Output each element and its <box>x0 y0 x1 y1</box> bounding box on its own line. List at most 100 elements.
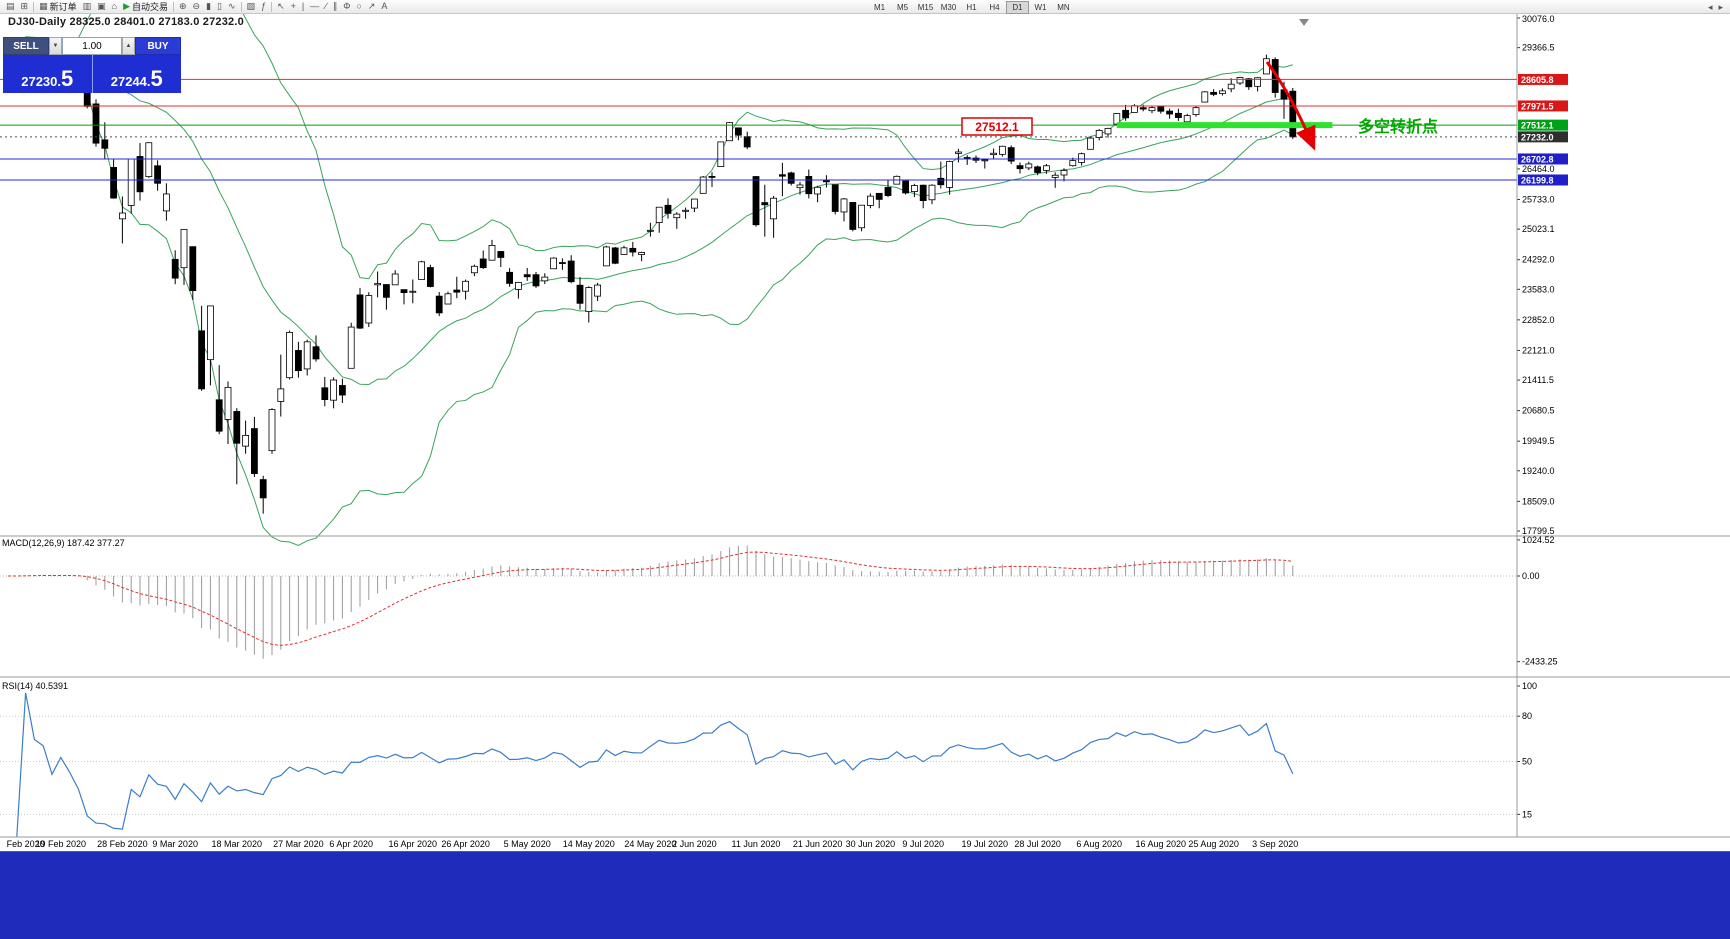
data-window-icon: ▣ <box>97 1 106 11</box>
horizontal-level-lines[interactable]: 28605.827971.527512.127232.026702.826199… <box>0 73 1568 186</box>
data-window-button[interactable]: ▣ <box>94 0 109 13</box>
timeframe-button-m15[interactable]: M15 <box>917 2 934 12</box>
date-axis-label: 26 Apr 2020 <box>441 839 490 849</box>
price-chart[interactable]: 1024.52 0.00 -2433.25 MACD(12,26,9) 187.42 … <box>0 14 1730 851</box>
bollinger-bands <box>7 14 1294 547</box>
toolbar-separator <box>173 1 174 12</box>
sell-price-big-digit: 5 <box>61 66 74 92</box>
timeframe-button-h1[interactable]: H1 <box>966 2 977 12</box>
line-chart-button[interactable]: ∿ <box>225 0 239 13</box>
timeframe-button-d1[interactable]: D1 <box>1006 0 1029 14</box>
sell-button[interactable]: SELL <box>3 37 49 55</box>
price-axis-tick: 30076.0 <box>1522 14 1555 24</box>
toolbar: ▤ ⊞ ▦ 新订单 ▥ ▣ ⌂ ▶ 自动交易 ⊕ ⊖ ▮ ▯ ∿ ▧ ƒ ↖ + | ― ∕ ∥ Φ ○ ↗ A M1 M5 M15 M… <box>0 0 1730 14</box>
shapes-button[interactable]: ○ <box>353 0 364 13</box>
volume-decrease-button[interactable]: ▼ <box>49 37 62 55</box>
toolbar-left-group: ▤ ⊞ ▦ 新订单 ▥ ▣ ⌂ ▶ 自动交易 ⊕ ⊖ ▮ ▯ ∿ ▧ ƒ ↖ + | ― ∕ ∥ Φ ○ ↗ A <box>3 0 390 14</box>
date-axis-label: 3 Sep 2020 <box>1252 839 1298 849</box>
date-axis-label: Feb 2020 <box>7 839 45 849</box>
buy-price-quote[interactable]: 27244. 5 <box>92 55 181 93</box>
candlestick-chart-button[interactable]: ▯ <box>214 0 225 13</box>
status-bar <box>0 851 1730 939</box>
auto-trading-button[interactable]: ▶ 自动交易 <box>120 0 171 13</box>
timeframe-button-h4[interactable]: H4 <box>989 2 1000 12</box>
date-axis-label: 6 Apr 2020 <box>329 839 373 849</box>
arrows-icon: ↗ <box>367 1 376 11</box>
tile-windows-button[interactable]: ▧ <box>244 0 259 13</box>
timeframe-button-mn[interactable]: MN <box>1057 2 1070 12</box>
date-axis-label: 30 Jun 2020 <box>846 839 896 849</box>
candlesticks <box>4 39 1297 514</box>
toolbar-scroll-right-button[interactable]: ▸ <box>1715 1 1726 14</box>
fibonacci-icon: Φ <box>343 1 351 11</box>
date-axis-label: 24 May 2020 <box>624 839 676 849</box>
toolbar-separator <box>240 1 242 12</box>
trendline-button[interactable]: ∕ <box>322 0 330 13</box>
date-axis-label: 5 May 2020 <box>504 839 551 849</box>
horizontal-line-button[interactable]: ― <box>307 0 322 13</box>
charts-grid-icon: ▤ <box>6 1 15 11</box>
price-level-label: 26199.8 <box>1521 175 1554 185</box>
cursor-button[interactable]: ↖ <box>274 0 288 13</box>
price-axis-tick: 25733.0 <box>1522 194 1555 204</box>
date-axis-label: 27 Mar 2020 <box>273 839 324 849</box>
market-watch-button[interactable]: ▥ <box>80 0 95 13</box>
price-axis-tick: 20680.5 <box>1522 406 1555 416</box>
charts-grid-button[interactable]: ▤ <box>3 0 18 13</box>
date-axis-label: 14 May 2020 <box>563 839 615 849</box>
macd-axis-tick: 1024.52 <box>1522 535 1555 545</box>
chart-axes[interactable]: 30076.0 29366.5 26464.0 25733.0 25023.1 24292… <box>0 14 1730 849</box>
tile-windows-icon: ▧ <box>246 1 256 11</box>
price-axis-tick: 22121.0 <box>1522 345 1555 355</box>
date-axis-label: 21 Jun 2020 <box>793 839 843 849</box>
text-tool-button[interactable]: A <box>378 0 390 13</box>
chart-annotations: 27512.1 多空转折点 <box>961 19 1438 151</box>
price-axis-tick: 17799.5 <box>1522 526 1555 536</box>
timeframe-button-m30[interactable]: M30 <box>940 2 957 12</box>
shapes-icon: ○ <box>356 1 362 11</box>
volume-increase-button[interactable]: ▲ <box>122 37 135 55</box>
zoom-out-button[interactable]: ⊖ <box>190 0 204 13</box>
date-axis-label: 16 Apr 2020 <box>389 839 438 849</box>
symbol-ohlc-label: DJ30-Daily 28325.0 28401.0 27183.0 27232… <box>8 16 244 28</box>
new-order-button[interactable]: ▦ 新订单 <box>36 0 80 13</box>
new-order-button-label: 新订单 <box>49 2 77 12</box>
volume-input[interactable] <box>62 37 122 55</box>
buy-price-main: 27244. <box>110 73 151 89</box>
caret-up-icon: ▲ <box>125 43 132 49</box>
timeframe-button-m1[interactable]: M1 <box>873 2 886 12</box>
timeframe-button-m5[interactable]: M5 <box>896 2 909 12</box>
vertical-line-button[interactable]: | <box>299 0 307 13</box>
toolbar-right-group: ◂ ▸ <box>1705 0 1726 14</box>
crosshair-icon: + <box>290 1 296 11</box>
bar-chart-button[interactable]: ▮ <box>203 0 214 13</box>
price-axis-tick: 21411.5 <box>1522 375 1554 385</box>
text-tool-icon: A <box>381 1 388 11</box>
channel-button[interactable]: ∥ <box>330 0 341 13</box>
price-axis-tick: 24292.0 <box>1522 255 1555 265</box>
price-axis-tick: 19240.0 <box>1522 466 1555 476</box>
sell-price-quote[interactable]: 27230. 5 <box>3 55 93 93</box>
price-axis-tick: 25023.1 <box>1522 224 1555 234</box>
timeframe-button-w1[interactable]: W1 <box>1034 2 1047 12</box>
crosshair-button[interactable]: + <box>288 0 299 13</box>
rsi-indicator-panel: 100 80 50 15 RSI(14) 40.5391 <box>0 681 1537 838</box>
navigator-button[interactable]: ⌂ <box>109 0 120 13</box>
buy-button[interactable]: BUY <box>135 37 181 55</box>
market-watch-icon: ▥ <box>82 1 92 11</box>
new-order-icon: ▦ <box>39 1 48 11</box>
date-axis-label: 9 Mar 2020 <box>152 839 198 849</box>
trade-panel-quotes: 27230. 5 27244. 5 <box>3 55 181 93</box>
price-axis-tick: 29366.5 <box>1522 43 1555 53</box>
indicators-button[interactable]: ƒ <box>258 0 269 13</box>
macd-axis-tick: -2433.25 <box>1522 657 1558 667</box>
fibonacci-button[interactable]: Φ <box>340 0 353 13</box>
sell-arrow-annotation <box>1265 61 1316 151</box>
bar-chart-icon: ▮ <box>206 1 212 11</box>
date-axis-label: 28 Feb 2020 <box>97 839 148 849</box>
arrows-button[interactable]: ↗ <box>365 0 379 13</box>
zoom-in-button[interactable]: ⊕ <box>176 0 190 13</box>
new-window-button[interactable]: ⊞ <box>18 0 32 13</box>
toolbar-scroll-left-button[interactable]: ◂ <box>1705 1 1716 14</box>
date-axis-label: 16 Aug 2020 <box>1136 839 1187 849</box>
